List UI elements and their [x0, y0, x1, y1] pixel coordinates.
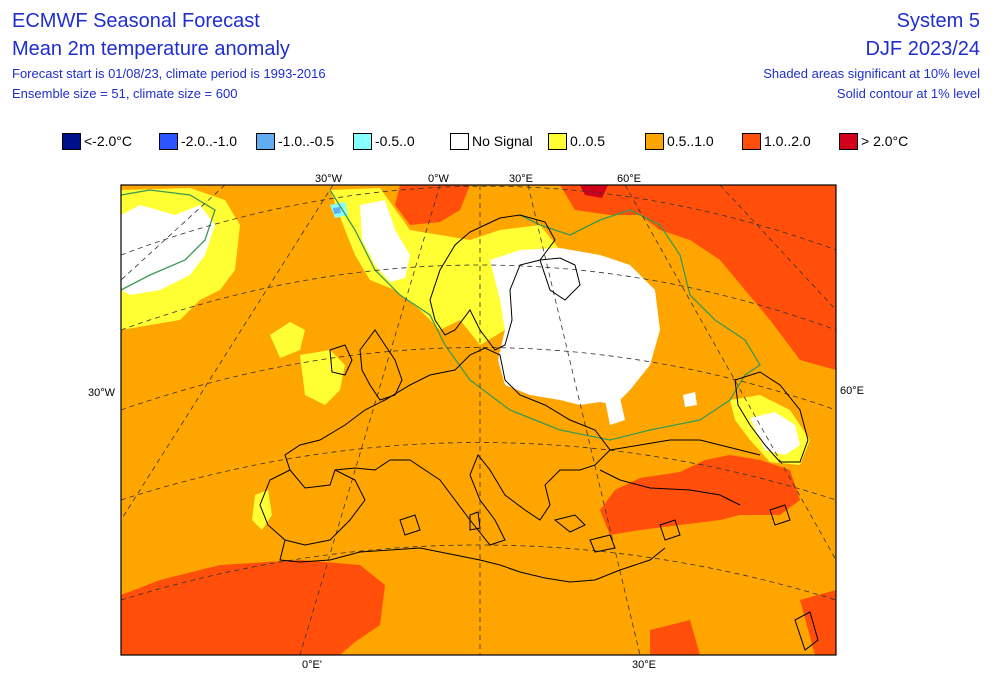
coastlines: [259, 214, 819, 651]
significance-note: Shaded areas significant at 10% level: [763, 66, 980, 81]
significance-contour: [329, 189, 761, 441]
legend-label: 0.5..1.0: [667, 133, 714, 149]
legend-item: No Signal: [450, 131, 533, 151]
anomaly-area-1.0-2.0: [121, 560, 385, 655]
legend-swatch: [353, 132, 372, 150]
no-signal-area: [750, 412, 800, 455]
no-signal-area: [121, 205, 215, 295]
anomaly-area-1.0-2.0: [395, 185, 470, 225]
top-longitude-label: 0°W: [428, 173, 450, 185]
graticule: [121, 185, 836, 655]
no-signal-area: [683, 392, 697, 407]
legend-swatch: [548, 132, 567, 150]
season-label: DJF 2023/24: [865, 38, 980, 60]
anomaly-area-0-0.5: [440, 285, 470, 320]
subtitle-line-1: Forecast start is 01/08/23, climate peri…: [12, 66, 326, 81]
legend-swatch: [839, 132, 858, 150]
legend-item: 0..0.5: [548, 131, 605, 151]
title-line-2: Mean 2m temperature anomaly: [12, 38, 290, 60]
right-longitude-label: 60°E: [840, 385, 864, 397]
anomaly-area-0-0.5: [270, 322, 305, 358]
anomaly-area-above-2.0: [580, 185, 608, 198]
contour-note: Solid contour at 1% level: [836, 86, 980, 101]
anomaly-area-1.0-2.0: [600, 455, 800, 535]
legend-swatch: [645, 132, 664, 150]
bottom-longitude-label: 0°E': [302, 659, 322, 671]
top-longitude-label: 30°W: [315, 173, 343, 185]
left-longitude-label: 30°W: [88, 387, 116, 399]
anomaly-area-1.0-2.0: [800, 590, 836, 655]
no-signal-area: [490, 248, 660, 405]
bottom-longitude-label: 30°E: [632, 659, 656, 671]
legend-item: > 2.0°C: [839, 131, 908, 151]
map-field: [121, 185, 836, 655]
anomaly-area-0-0.5: [300, 350, 345, 405]
legend-swatch: [742, 132, 761, 150]
system-label: System 5: [896, 10, 980, 32]
legend-swatch: [256, 132, 275, 150]
legend-label: -1.0..-0.5: [278, 133, 335, 149]
significance-contour: [121, 189, 216, 291]
anomaly-area-1.0-2.0: [560, 185, 836, 370]
legend-label: 0..0.5: [570, 133, 606, 149]
legend-label: -0.5..0: [375, 133, 415, 149]
legend-label: 1.0..2.0: [764, 133, 811, 149]
legend-swatch: [450, 132, 469, 150]
legend-item: -2.0..-1.0: [159, 131, 237, 151]
subtitle-line-2: Ensemble size = 51, climate size = 600: [12, 86, 238, 101]
no-signal-area: [360, 200, 410, 282]
map-frame: [120, 184, 837, 656]
legend-item: -1.0..-0.5: [256, 131, 334, 151]
legend-item: <-2.0°C: [62, 131, 132, 151]
legend-item: 0.5..1.0: [645, 131, 714, 151]
legend-swatch: [159, 132, 178, 150]
anomaly-area-neg-1.0-neg-0.5: [333, 207, 341, 214]
legend-item: -0.5..0: [353, 131, 415, 151]
legend-item: 1.0..2.0: [742, 131, 811, 151]
legend-label: > 2.0°C: [861, 133, 909, 149]
legend-swatch: [62, 132, 81, 150]
legend-label: No Signal: [472, 133, 533, 149]
legend-label: <-2.0°C: [84, 133, 133, 149]
top-longitude-label: 60°E: [617, 173, 641, 185]
title-line-1: ECMWF Seasonal Forecast: [12, 10, 260, 32]
no-signal-area: [605, 398, 625, 425]
anomaly-area-1.0-2.0: [650, 620, 700, 655]
legend-label: -2.0..-1.0: [181, 133, 238, 149]
top-longitude-label: 30°E: [509, 173, 533, 185]
